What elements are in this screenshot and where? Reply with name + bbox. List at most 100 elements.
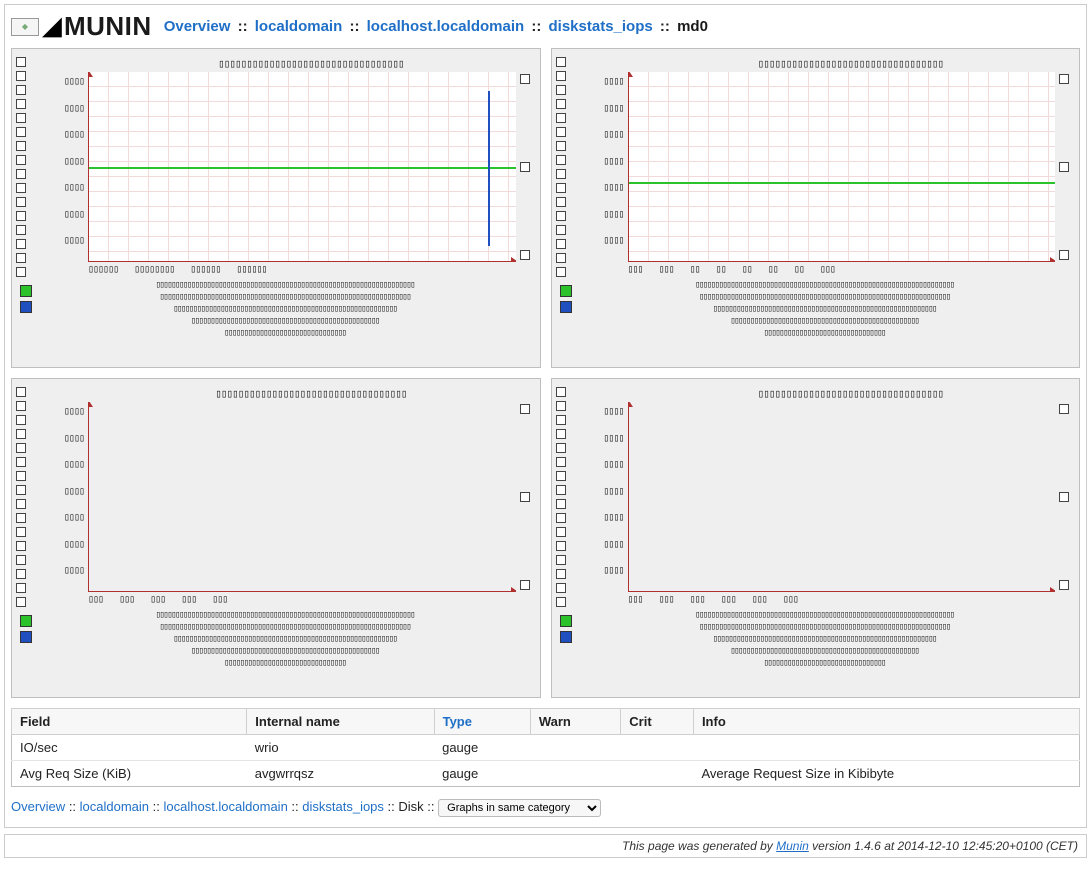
chart-body: ▯▯▯▯▯▯▯▯▯▯▯▯▯▯▯▯▯▯▯▯▯▯▯▯▯▯▯▯ [560,402,1072,592]
bcrumb-plugin[interactable]: diskstats_iops [302,799,384,814]
mini-box [556,239,566,249]
mini-box [16,85,26,95]
crumb-sep: :: [69,799,80,814]
y-tick-label: ▯▯▯▯ [20,209,88,236]
mini-box [16,569,26,579]
x-tick-label: ▯▯▯ [659,594,674,605]
swatch-blue [20,301,32,313]
bcrumb-category: Disk [398,799,423,814]
cell-info [693,735,1079,761]
y-tick-label: ▯▯▯▯ [20,129,88,156]
bcrumb-localdomain[interactable]: localdomain [80,799,149,814]
mini-box [16,253,26,263]
plot-area [88,72,516,262]
mini-box [556,141,566,151]
crumb-host[interactable]: localhost.localdomain [367,18,525,35]
mini-box [1059,492,1069,502]
x-tick-label: ▯▯▯▯▯▯ [88,264,118,275]
footer: This page was generated by Munin version… [4,834,1087,858]
x-tick-label: ▯▯▯ [88,594,103,605]
col-info: Info [693,709,1079,735]
field-table: Field Internal name Type Warn Crit Info … [11,708,1080,787]
col-type-link[interactable]: Type [443,714,472,729]
category-select[interactable]: Graphs in same category [438,799,601,817]
y-tick-label: ▯▯▯▯ [560,129,628,156]
mini-box [16,555,26,565]
right-boxes [1055,402,1071,592]
mini-box [16,415,26,425]
legend-swatches [560,279,572,339]
crumb-plugin[interactable]: diskstats_iops [549,18,653,35]
main-container: ◆ ◢ MUNIN Overview :: localdomain :: loc… [4,4,1087,828]
logo-text: ◢ MUNIN [43,11,152,42]
legend-text: ▯▯▯▯▯▯▯▯▯▯▯▯▯▯▯▯▯▯▯▯▯▯▯▯▯▯▯▯▯▯▯▯▯▯▯▯▯▯▯▯… [578,279,1072,339]
bcrumb-host[interactable]: localhost.localdomain [164,799,288,814]
x-tick-label: ▯▯▯ [628,594,643,605]
legend: ▯▯▯▯▯▯▯▯▯▯▯▯▯▯▯▯▯▯▯▯▯▯▯▯▯▯▯▯▯▯▯▯▯▯▯▯▯▯▯▯… [560,609,1072,669]
crumb-overview[interactable]: Overview [164,18,231,35]
logo-icon: ◆ [11,18,39,36]
legend: ▯▯▯▯▯▯▯▯▯▯▯▯▯▯▯▯▯▯▯▯▯▯▯▯▯▯▯▯▯▯▯▯▯▯▯▯▯▯▯▯… [20,609,532,669]
crumb-sep: :: [291,799,302,814]
mini-box [16,99,26,109]
chart-panel-month[interactable]: ▯▯▯▯▯▯▯▯▯▯▯▯▯▯▯▯▯▯▯▯▯▯▯▯▯▯▯▯▯▯▯▯▯▯▯▯▯▯▯▯… [11,378,541,698]
mini-box [556,485,566,495]
mini-box [556,253,566,263]
col-crit: Crit [621,709,694,735]
side-boxes [556,387,566,607]
chart-title: ▯▯▯▯▯▯▯▯▯▯▯▯▯▯▯▯▯▯▯▯▯▯▯▯▯▯▯▯▯▯▯▯▯ [560,387,1072,400]
y-axis-labels: ▯▯▯▯▯▯▯▯▯▯▯▯▯▯▯▯▯▯▯▯▯▯▯▯▯▯▯▯ [20,402,88,592]
swatch-blue [560,631,572,643]
x-tick-label: ▯▯▯ [212,594,227,605]
logo[interactable]: ◆ ◢ MUNIN [11,11,152,42]
x-tick-label: ▯▯▯ [119,594,134,605]
y-tick-label: ▯▯▯▯ [20,459,88,486]
grid-lines [629,72,1056,261]
mini-box [556,583,566,593]
cell-info: Average Request Size in Kibibyte [693,761,1079,787]
charts-grid: ▯▯▯▯▯▯▯▯▯▯▯▯▯▯▯▯▯▯▯▯▯▯▯▯▯▯▯▯▯▯▯▯▯▯▯▯▯▯▯▯… [11,48,1080,698]
y-tick-label: ▯▯▯▯ [20,235,88,262]
y-tick-label: ▯▯▯▯ [20,406,88,433]
mini-box [556,85,566,95]
y-tick-label: ▯▯▯▯ [560,486,628,513]
mini-box [1059,162,1069,172]
crumb-localdomain[interactable]: localdomain [255,18,343,35]
x-tick-label: ▯▯▯ [752,594,767,605]
y-tick-label: ▯▯▯▯ [20,486,88,513]
legend-text: ▯▯▯▯▯▯▯▯▯▯▯▯▯▯▯▯▯▯▯▯▯▯▯▯▯▯▯▯▯▯▯▯▯▯▯▯▯▯▯▯… [38,279,532,339]
x-tick-label: ▯▯▯▯▯▯ [236,264,266,275]
footer-app-link[interactable]: Munin [776,839,809,853]
chart-panel-year[interactable]: ▯▯▯▯▯▯▯▯▯▯▯▯▯▯▯▯▯▯▯▯▯▯▯▯▯▯▯▯▯▯▯▯▯▯▯▯▯▯▯▯… [551,378,1081,698]
mini-box [556,211,566,221]
mini-box [556,127,566,137]
x-tick-label: ▯▯▯ [721,594,736,605]
y-axis-labels: ▯▯▯▯▯▯▯▯▯▯▯▯▯▯▯▯▯▯▯▯▯▯▯▯▯▯▯▯ [560,402,628,592]
chart-panel-week[interactable]: ▯▯▯▯▯▯▯▯▯▯▯▯▯▯▯▯▯▯▯▯▯▯▯▯▯▯▯▯▯▯▯▯▯▯▯▯▯▯▯▯… [551,48,1081,368]
y-axis-labels: ▯▯▯▯▯▯▯▯▯▯▯▯▯▯▯▯▯▯▯▯▯▯▯▯▯▯▯▯ [560,72,628,262]
mini-box [16,211,26,221]
x-tick-label: ▯▯▯ [628,264,643,275]
header: ◆ ◢ MUNIN Overview :: localdomain :: loc… [11,11,1080,42]
series-green [629,182,1056,184]
mini-box [556,225,566,235]
bcrumb-overview[interactable]: Overview [11,799,65,814]
swatch-blue [560,301,572,313]
x-tick-label: ▯▯▯ [181,594,196,605]
mini-box [16,141,26,151]
mini-box [556,555,566,565]
y-tick-label: ▯▯▯▯ [20,156,88,183]
mini-box [16,401,26,411]
swatch-blue [20,631,32,643]
col-internal: Internal name [247,709,434,735]
crumb-sep: :: [660,18,674,35]
series-green [89,167,516,169]
mini-box [556,415,566,425]
legend-text: ▯▯▯▯▯▯▯▯▯▯▯▯▯▯▯▯▯▯▯▯▯▯▯▯▯▯▯▯▯▯▯▯▯▯▯▯▯▯▯▯… [38,609,532,669]
cell-warn [530,761,620,787]
mini-box [16,499,26,509]
mini-box [16,197,26,207]
x-axis-labels: ▯▯▯▯▯▯▯▯▯▯▯▯▯▯▯▯▯▯▯ [560,264,1072,275]
chart-panel-day[interactable]: ▯▯▯▯▯▯▯▯▯▯▯▯▯▯▯▯▯▯▯▯▯▯▯▯▯▯▯▯▯▯▯▯▯▯▯▯▯▯▯▯… [11,48,541,368]
cell-internal: avgwrrqsz [247,761,434,787]
